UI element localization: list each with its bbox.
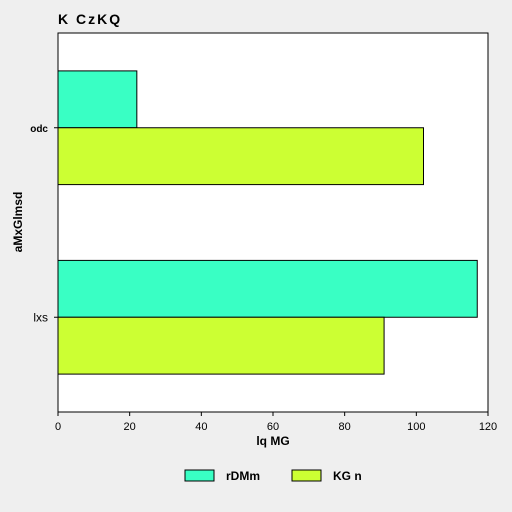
x-tick-label: 40 — [195, 421, 207, 433]
x-tick-label: 20 — [124, 421, 136, 433]
bars-group — [57, 70, 478, 375]
bar-lxs-KG-n — [57, 316, 385, 375]
y-axis-label: aMxGlmsd — [11, 192, 25, 253]
legend-label: rDMm — [226, 469, 260, 483]
legend-label: KG n — [333, 469, 362, 483]
x-tick-label: 120 — [479, 421, 497, 433]
chart-title: K CzKQ — [58, 11, 122, 27]
x-tick-label: 60 — [267, 421, 279, 433]
bar-odc-rDMm — [57, 70, 138, 129]
x-tick-label: 0 — [55, 421, 61, 433]
x-axis-ticks: 0 20 40 60 80 100 120 — [55, 412, 497, 433]
bar-lxs-rDMm — [57, 259, 478, 318]
legend: rDMm KG n — [184, 469, 362, 483]
bar-odc-KG-n — [57, 127, 424, 186]
x-axis-label: lq MG — [256, 434, 289, 448]
x-tick-label: 80 — [339, 421, 351, 433]
y-tick-label: lxs — [33, 310, 48, 324]
legend-swatch — [184, 469, 215, 482]
legend-swatch — [291, 469, 322, 482]
y-tick-label: odc — [30, 124, 48, 135]
y-axis-categories: lxs odc — [30, 124, 58, 324]
x-tick-label: 100 — [407, 421, 425, 433]
